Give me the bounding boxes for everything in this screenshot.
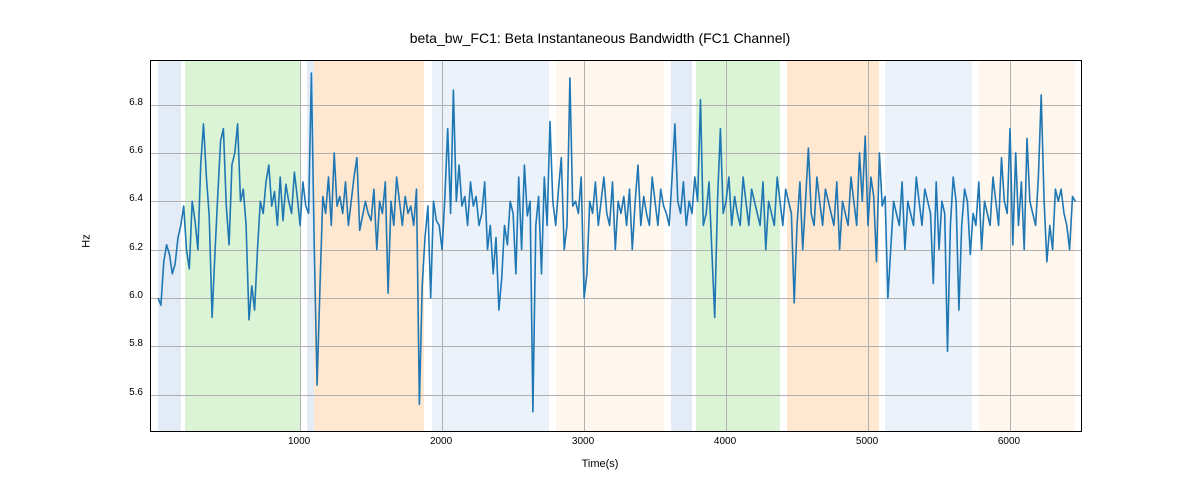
xtick-label: 6000	[984, 436, 1034, 447]
line-series	[151, 61, 1081, 431]
ytick-label: 6.2	[105, 242, 143, 253]
xtick-label: 4000	[700, 436, 750, 447]
x-axis-label: Time(s)	[0, 458, 1200, 470]
xtick-label: 3000	[558, 436, 608, 447]
plot-area	[150, 60, 1082, 432]
figure: beta_bw_FC1: Beta Instantaneous Bandwidt…	[0, 0, 1200, 500]
ytick-label: 6.0	[105, 290, 143, 301]
ytick-label: 6.6	[105, 145, 143, 156]
y-axis-label: Hz	[81, 234, 93, 247]
ytick-label: 6.4	[105, 193, 143, 204]
xtick-label: 1000	[274, 436, 324, 447]
ytick-label: 6.8	[105, 97, 143, 108]
xtick-label: 5000	[842, 436, 892, 447]
ytick-label: 5.6	[105, 387, 143, 398]
data-line	[158, 73, 1075, 412]
ytick-label: 5.8	[105, 338, 143, 349]
xtick-label: 2000	[416, 436, 466, 447]
chart-title: beta_bw_FC1: Beta Instantaneous Bandwidt…	[0, 30, 1200, 46]
